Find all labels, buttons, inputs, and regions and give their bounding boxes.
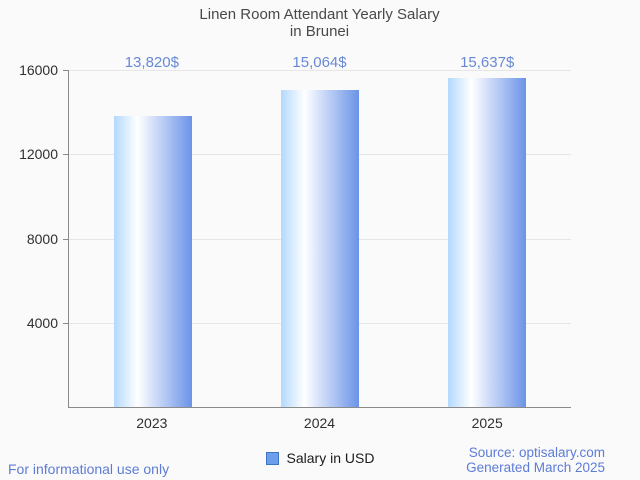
bars-container: [69, 70, 571, 407]
chart-title-line1: Linen Room Attendant Yearly Salary: [199, 6, 440, 23]
y-axis-label-4000: 4000: [26, 315, 58, 331]
gridline-16000: [69, 70, 571, 71]
y-axis-label-8000: 8000: [26, 231, 58, 247]
bar-value-labels: 13,820$ 15,064$ 15,637$: [68, 54, 571, 71]
x-axis-label-2025: 2025: [471, 415, 503, 431]
bar-2023: [113, 115, 192, 407]
legend-swatch-icon: [265, 451, 279, 465]
source-text: Source: optisalary.com: [468, 445, 605, 460]
bar-2024: [280, 89, 359, 407]
y-axis-tick: [63, 323, 68, 324]
chart-title: Linen Room Attendant Yearly Salary in Br…: [68, 6, 571, 40]
legend: Salary in USD: [0, 450, 640, 466]
y-axis-tick: [63, 70, 68, 71]
x-axis-label-2023: 2023: [136, 415, 168, 431]
bar-band-2025: [404, 70, 571, 407]
chart-title-line2: in Brunei: [289, 23, 350, 40]
source-block: Source: optisalary.com Generated March 2…: [466, 445, 605, 475]
bar-band-2023: [69, 70, 236, 407]
y-axis-label-12000: 12000: [19, 146, 58, 162]
bar-value-label-2024: 15,064$: [292, 54, 347, 71]
legend-label: Salary in USD: [286, 450, 375, 466]
bar-band-2024: [236, 70, 403, 407]
generated-text: Generated March 2025: [466, 460, 605, 475]
bar-2025: [448, 77, 527, 407]
plot-area: [68, 70, 571, 408]
x-axis-label-2024: 2024: [303, 415, 336, 431]
y-axis-tick: [63, 239, 68, 240]
disclaimer-text: For informational use only: [8, 461, 170, 477]
bar-value-label-2023: 13,820$: [124, 54, 179, 71]
bar-value-label-2025: 15,637$: [460, 54, 515, 71]
y-axis-label-16000: 16000: [19, 62, 58, 78]
y-axis-tick: [63, 154, 68, 155]
x-axis-labels: 2023 2024 2025: [68, 415, 571, 431]
